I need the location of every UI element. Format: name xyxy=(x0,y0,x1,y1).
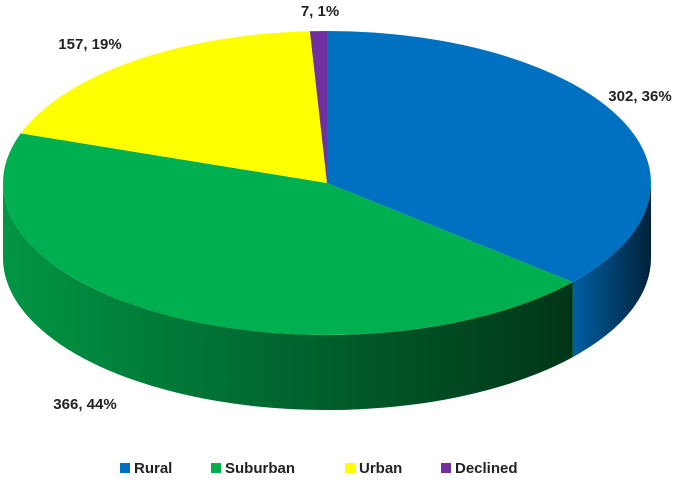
pie-tops xyxy=(2,31,651,336)
legend-label: Declined xyxy=(455,460,518,477)
legend-label: Rural xyxy=(134,460,172,477)
data-labels: 302, 36% 366, 44% 157, 19% 7, 1% xyxy=(53,3,671,413)
pie-slice xyxy=(20,31,327,183)
data-label: 302, 36% xyxy=(608,88,671,105)
legend: Rural Suburban Urban Declined xyxy=(120,460,518,477)
data-label: 157, 19% xyxy=(58,36,121,53)
pie-side-shade xyxy=(3,183,573,411)
legend-swatch xyxy=(345,463,355,473)
legend-label: Suburban xyxy=(225,460,295,477)
pie-sides xyxy=(3,183,651,411)
data-label: 366, 44% xyxy=(53,396,116,413)
pie-slice xyxy=(309,31,327,183)
pie-side-shade xyxy=(572,183,651,358)
data-label: 7, 1% xyxy=(301,3,339,20)
legend-swatch xyxy=(120,463,130,473)
legend-swatch xyxy=(441,463,451,473)
pie-slice xyxy=(2,133,573,336)
legend-swatch xyxy=(211,463,221,473)
legend-label: Urban xyxy=(359,460,402,477)
pie-slice xyxy=(327,31,651,283)
